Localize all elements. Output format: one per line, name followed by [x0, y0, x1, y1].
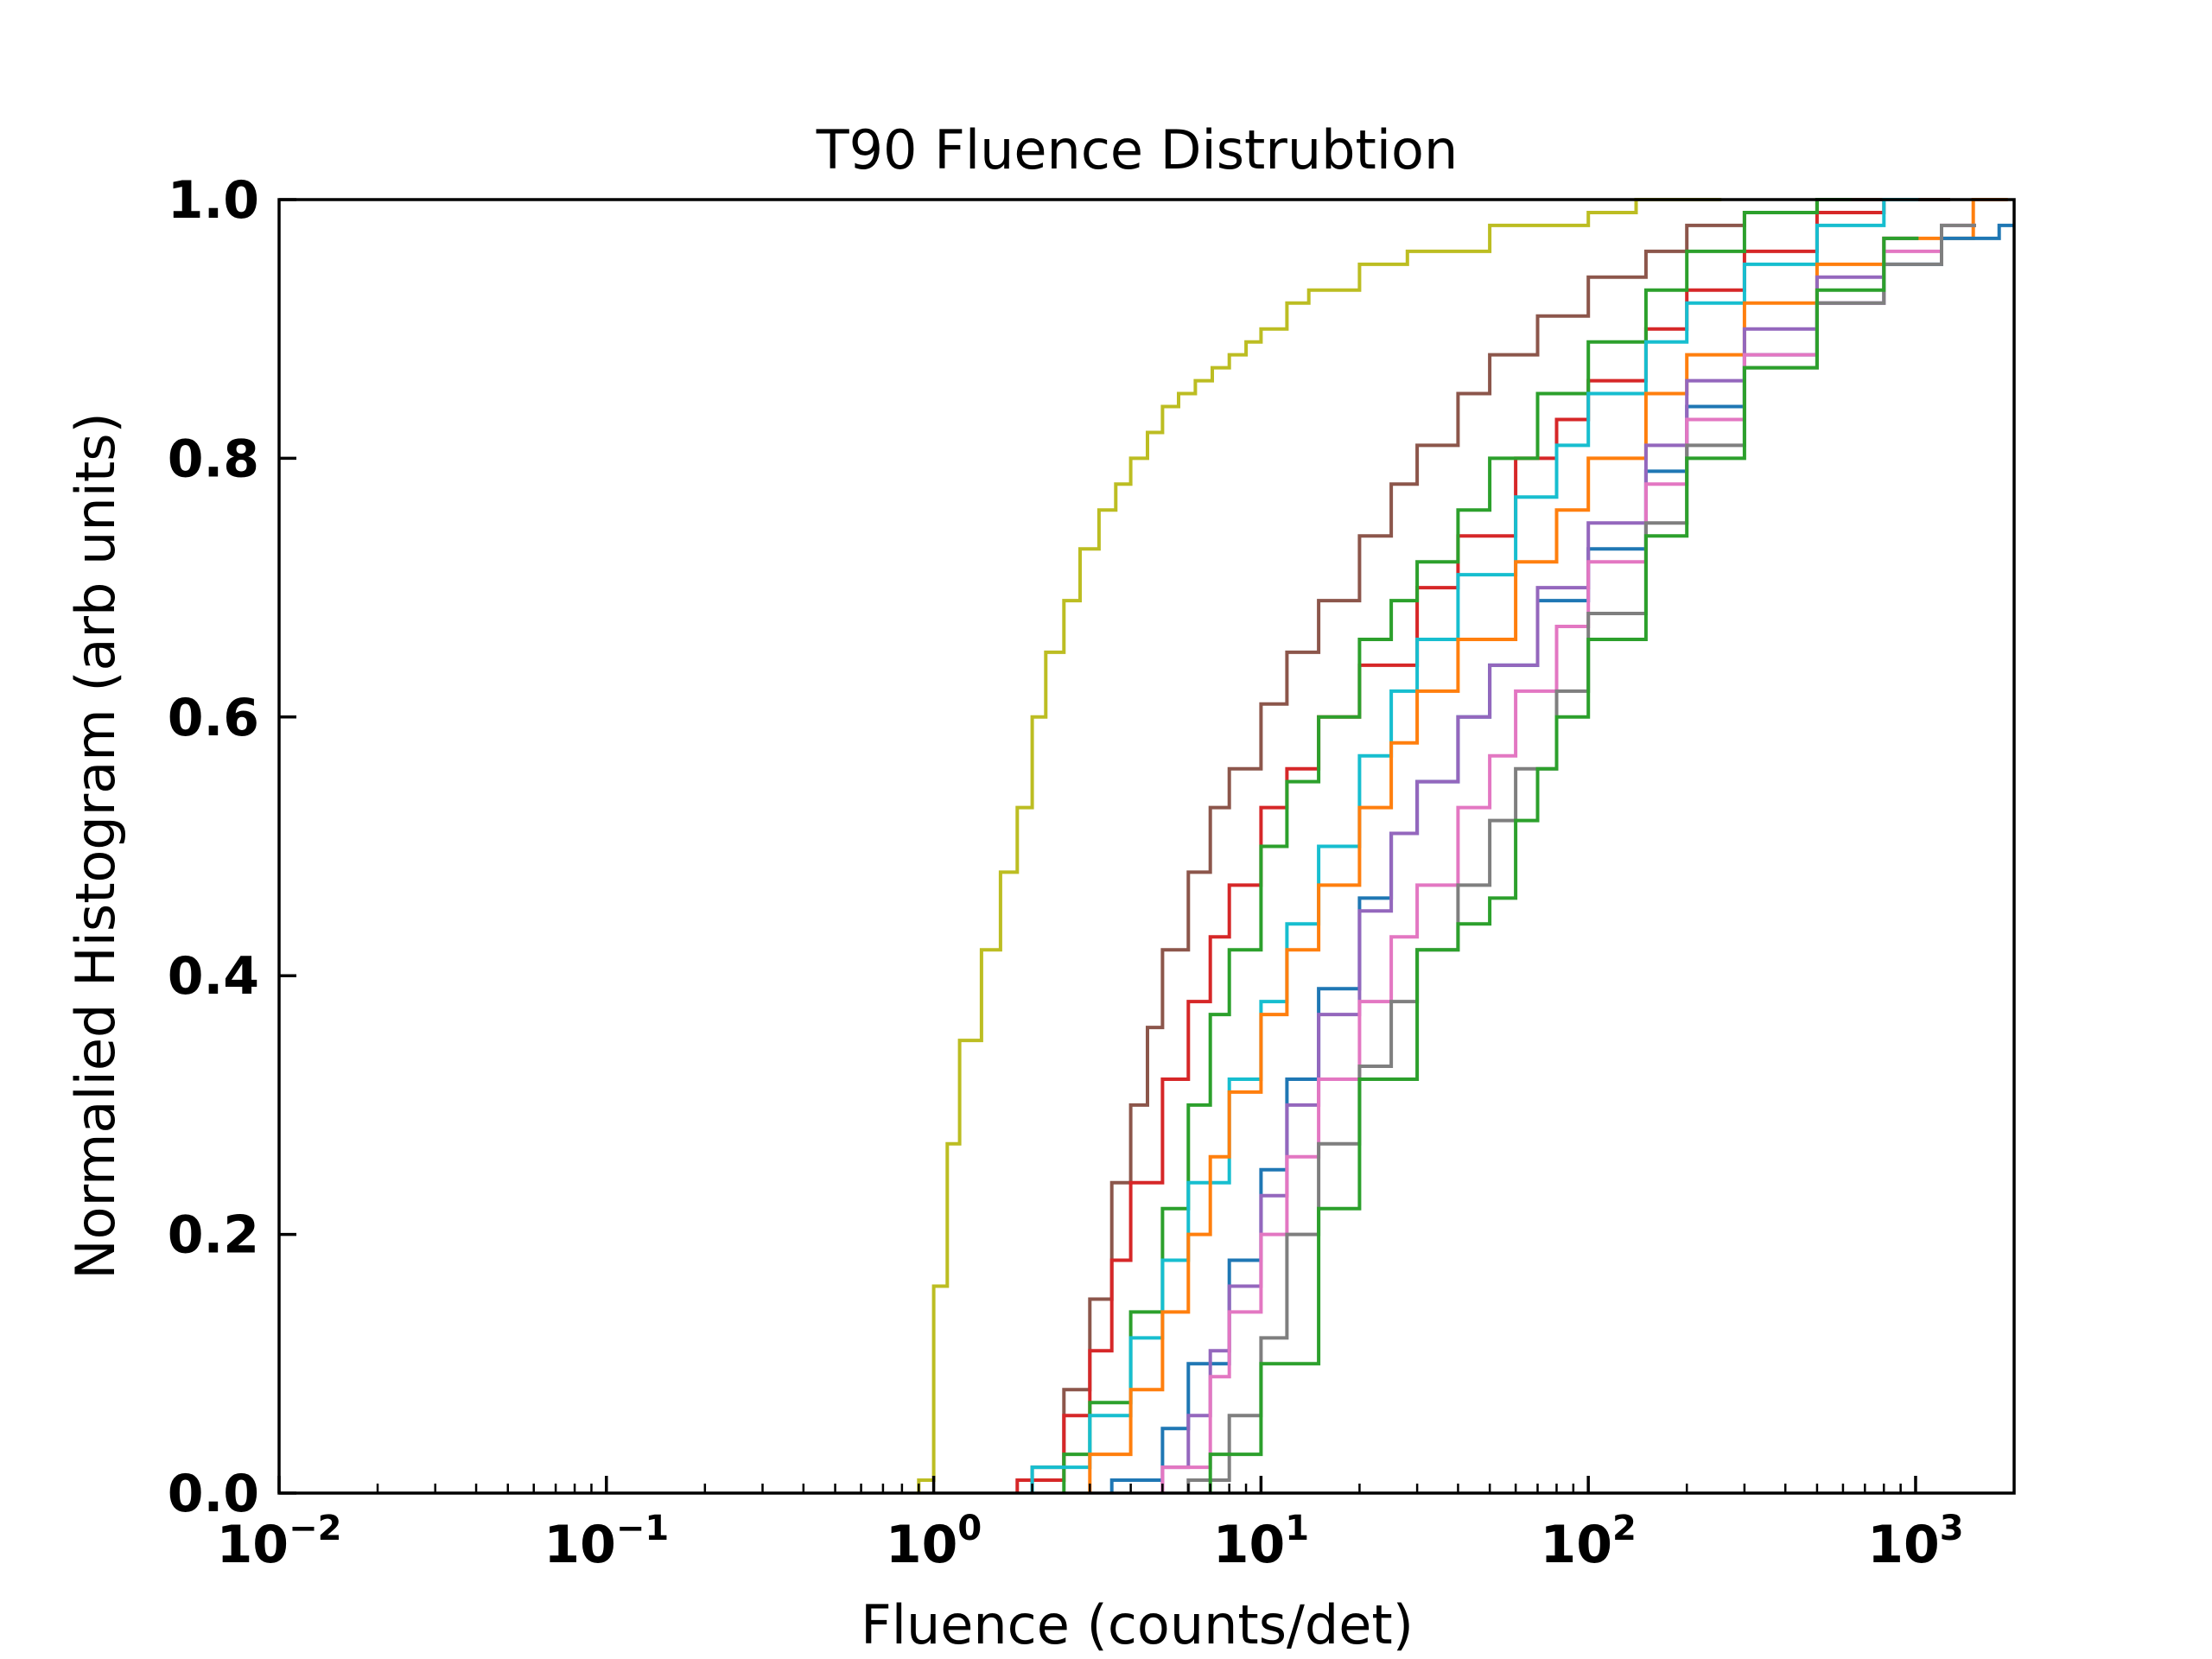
y-tick-label: 0.4	[168, 946, 259, 1007]
plot-frame	[277, 198, 2016, 1495]
x-tick-label: 10−2	[217, 1509, 342, 1575]
y-axis-ticks: 0.0 0.2 0.4 0.6 0.8 1.0	[168, 170, 296, 1524]
y-tick-label: 0.2	[168, 1205, 259, 1266]
series-line-4	[1062, 198, 1852, 1493]
y-tick-label: 0.6	[168, 688, 259, 748]
x-axis-label: Fluence (counts/det)	[861, 1593, 1414, 1656]
y-tick-label: 0.0	[168, 1464, 259, 1524]
series-line-1	[917, 198, 1722, 1493]
y-axis-label: Normalied Histogram (arb units)	[64, 412, 127, 1279]
x-axis-ticks: 10−2 10−1 100 101 102 103	[217, 1476, 2016, 1575]
x-tick-label: 103	[1867, 1509, 1963, 1575]
series-line-6	[1088, 198, 2008, 1493]
x-tick-label: 102	[1541, 1509, 1637, 1575]
series-line-5	[1030, 198, 1919, 1493]
x-tick-label: 100	[886, 1509, 982, 1575]
series-line-2	[1030, 198, 1950, 1493]
chart-title: T90 Fluence Distrubtion	[816, 118, 1459, 181]
y-tick-label: 1.0	[168, 170, 259, 231]
series-line-9	[1160, 223, 1976, 1493]
y-tick-label: 0.8	[168, 429, 259, 489]
plot-series	[917, 198, 2014, 1493]
x-tick-label: 10−1	[543, 1509, 669, 1575]
series-line-11	[1208, 236, 1919, 1493]
x-tick-label: 101	[1213, 1509, 1309, 1575]
